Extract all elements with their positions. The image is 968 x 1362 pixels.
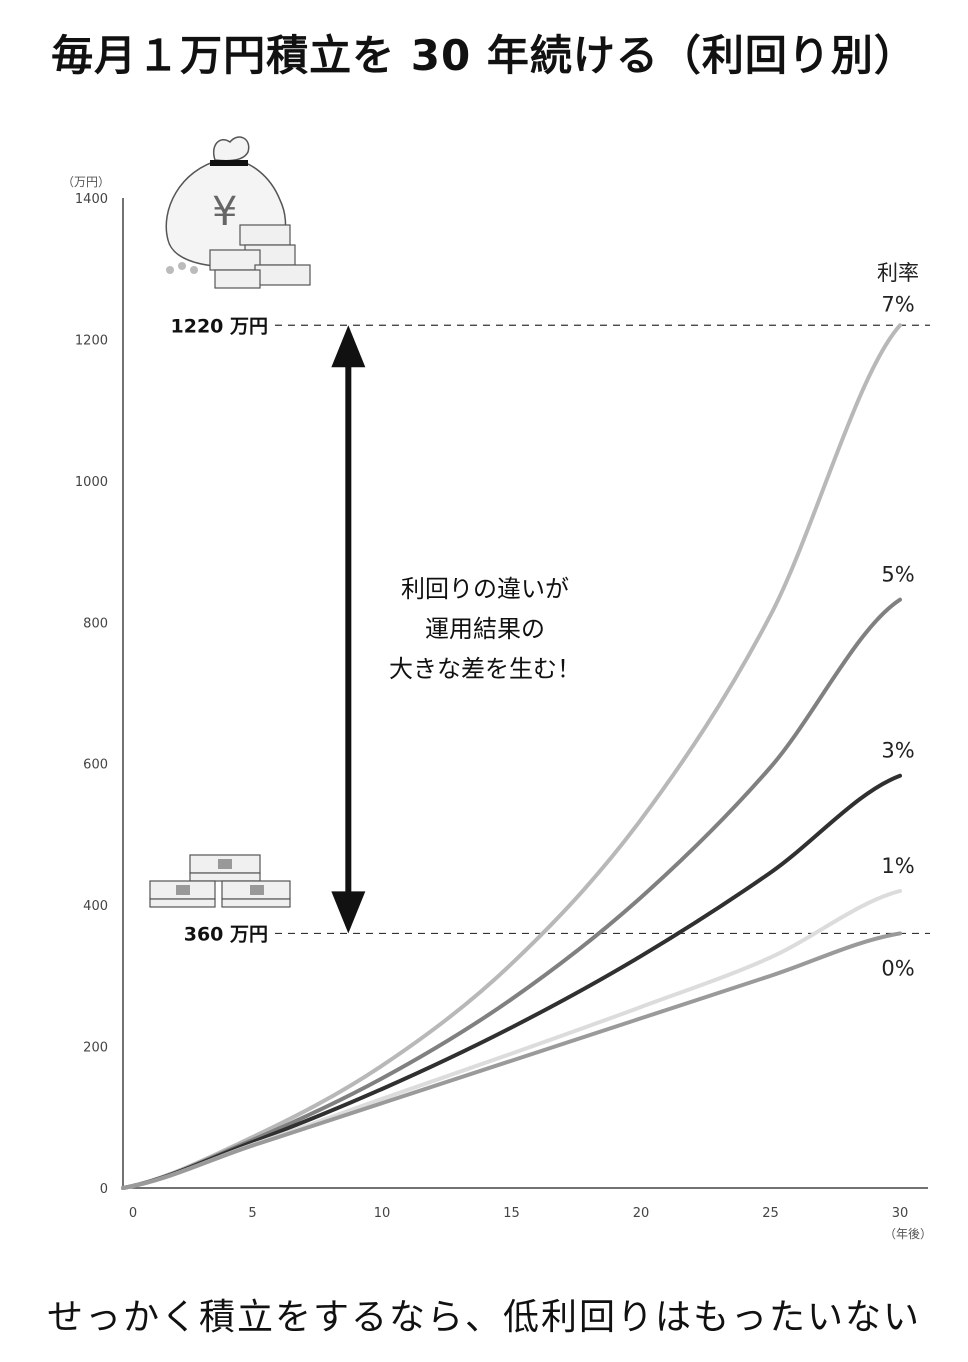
annotation-line: 大きな差を生む！ [389, 655, 581, 683]
footer-message: せっかく積立をするなら、低利回りはもったいない [46, 1297, 921, 1338]
y-unit-label: （万円） [62, 175, 110, 189]
series-line [121, 323, 902, 1190]
series-line [121, 931, 902, 1190]
x-tick-label: 30 [892, 1206, 909, 1221]
y-tick-label: 1400 [75, 192, 108, 207]
y-tick-label: 200 [83, 1041, 108, 1056]
series-label: 7% [881, 292, 914, 316]
annotation-line: 運用結果の [425, 615, 545, 643]
x-tick-label: 20 [633, 1206, 650, 1221]
money-bag-with-bill-stacks-icon: ¥ [165, 136, 311, 289]
reference-label: 1220 万円 [171, 315, 269, 337]
y-tick-label: 0 [100, 1182, 108, 1197]
arrow-head-up [331, 325, 366, 368]
difference-arrow [331, 325, 366, 934]
line-chart: （万円） （年後） 0 200 400 600 800 1000 1200 1400 0 5 10… [62, 136, 932, 1241]
x-tick-labels: 0 5 10 15 20 25 30 [129, 1206, 908, 1221]
y-tick-label: 400 [83, 899, 108, 914]
y-tick-label: 800 [83, 616, 108, 631]
reference-label: 360 万円 [184, 923, 268, 945]
y-tick-label: 600 [83, 758, 108, 773]
x-tick-label: 25 [762, 1206, 779, 1221]
annotation-line: 利回りの違いが [401, 575, 569, 603]
x-unit-label: （年後） [884, 1227, 932, 1241]
y-tick-label: 1200 [75, 333, 108, 348]
y-tick-labels: 0 200 400 600 800 1000 1200 1400 [75, 192, 108, 1197]
series-label-prefix: 利率 [877, 261, 919, 285]
svg-text:¥: ¥ [212, 189, 237, 235]
x-tick-label: 15 [503, 1206, 520, 1221]
series-label: 5% [881, 563, 914, 587]
series-label: 3% [881, 739, 914, 763]
x-tick-label: 0 [129, 1206, 137, 1221]
series-line [121, 773, 902, 1190]
arrow-head-down [331, 891, 366, 934]
series-label: 0% [881, 956, 914, 980]
reference-lines: 1220 万円 360 万円 [171, 315, 930, 945]
series-line [121, 597, 902, 1190]
chart-title: 毎月１万円積立を 30 年続ける（利回り別） [51, 31, 917, 80]
series-lines [121, 323, 902, 1190]
y-tick-label: 1000 [75, 475, 108, 490]
bill-stacks-icon [149, 854, 291, 908]
series-labels: 7% 5% 3% 1% 0% [881, 292, 914, 980]
x-tick-label: 10 [374, 1206, 391, 1221]
series-label: 1% [881, 854, 914, 878]
x-tick-label: 5 [248, 1206, 256, 1221]
